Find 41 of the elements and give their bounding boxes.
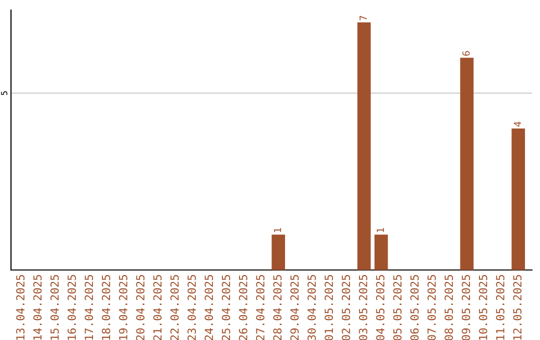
bar — [374, 234, 388, 270]
x-tick-label: 22.04.2025 — [170, 275, 179, 340]
data-label: 4 — [514, 122, 521, 127]
ref-line-label: 5 — [1, 91, 8, 96]
x-tick-label: 09.05.2025 — [462, 275, 470, 340]
x-tick-label: 12.05.2025 — [513, 275, 522, 340]
x-tick-label: 23.04.2025 — [188, 275, 196, 340]
x-tick-label: 27.04.2025 — [256, 275, 264, 340]
x-tick-label: 15.04.2025 — [50, 275, 59, 340]
data-label: 1 — [376, 228, 384, 232]
x-tick-label: 04.05.2025 — [376, 275, 384, 340]
x-tick-label: 19.04.2025 — [118, 275, 128, 340]
x-tick-label: 03.05.2025 — [358, 275, 368, 340]
x-tick-label: 02.05.2025 — [342, 275, 350, 340]
x-tick-label: 24.04.2025 — [204, 275, 214, 340]
x-tick-label: 14.04.2025 — [33, 275, 42, 340]
bar — [272, 234, 286, 270]
x-tick-label: 26.04.2025 — [238, 275, 248, 340]
x-tick-label: 21.04.2025 — [153, 275, 162, 340]
x-tick-label: 20.04.2025 — [136, 275, 145, 340]
x-tick-label: 08.05.2025 — [444, 275, 453, 340]
bar — [357, 22, 371, 270]
bar — [460, 58, 474, 270]
data-label: 7 — [360, 16, 367, 20]
x-tick-label: 17.04.2025 — [84, 275, 94, 340]
x-tick-label: 11.05.2025 — [496, 275, 504, 340]
x-tick-label: 07.05.2025 — [427, 275, 436, 340]
data-label: 6 — [462, 51, 470, 56]
bar — [512, 128, 525, 270]
x-tick-label: 06.05.2025 — [410, 275, 419, 340]
x-tick-label: 01.05.2025 — [324, 275, 334, 340]
data-label: 1 — [274, 228, 282, 232]
x-tick-label: 10.05.2025 — [478, 275, 488, 340]
x-tick-label: 16.04.2025 — [68, 275, 76, 340]
x-tick-label: 25.04.2025 — [222, 275, 230, 340]
x-tick-label: 18.04.2025 — [102, 275, 110, 340]
x-tick-label: 30.04.2025 — [307, 275, 316, 340]
x-tick-label: 28.04.2025 — [273, 275, 282, 340]
x-tick-label: 29.04.2025 — [290, 275, 299, 340]
x-tick-label: 13.04.2025 — [16, 275, 25, 340]
x-tick-label: 05.05.2025 — [393, 275, 402, 340]
